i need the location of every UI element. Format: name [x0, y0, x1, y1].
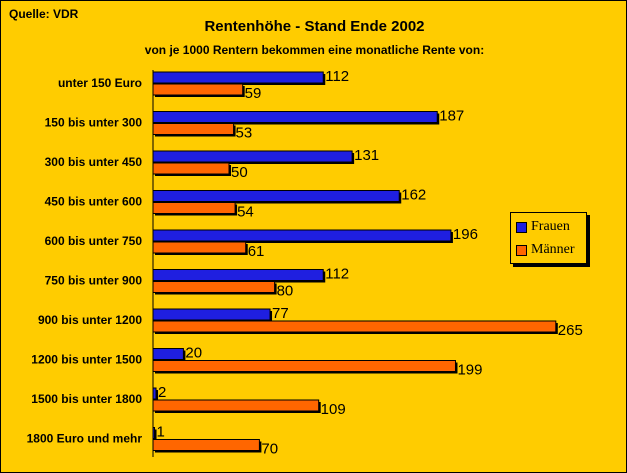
- bar-maenner: [152, 399, 320, 412]
- data-label: 53: [236, 125, 253, 142]
- data-label: 54: [237, 204, 254, 221]
- data-label: 2: [158, 384, 166, 401]
- bar-maenner: [152, 320, 557, 333]
- data-label: 80: [277, 283, 294, 300]
- category-label: 1200 bis unter 1500: [31, 353, 142, 367]
- bar-maenner: [152, 162, 230, 175]
- legend-swatch-maenner: [516, 244, 527, 256]
- bar-frauen: [152, 71, 324, 84]
- data-label: 70: [261, 441, 278, 458]
- category-label: unter 150 Euro: [58, 76, 142, 90]
- category-label: 1500 bis unter 1800: [31, 392, 142, 406]
- bar-maenner: [152, 281, 276, 293]
- bar-maenner: [152, 83, 244, 96]
- data-label: 20: [185, 345, 202, 362]
- category-label: 1800 Euro und mehr: [27, 432, 143, 446]
- bar-shadow: [155, 429, 157, 441]
- data-label: 199: [457, 362, 482, 379]
- legend: Frauen Männer: [510, 212, 587, 264]
- bar-maenner: [152, 360, 456, 372]
- bar-frauen: [152, 229, 452, 242]
- category-label: 300 bis unter 450: [45, 155, 143, 169]
- bar-maenner: [152, 439, 260, 451]
- data-label: 112: [325, 68, 349, 85]
- data-label: 61: [248, 243, 265, 260]
- data-label: 131: [354, 147, 379, 164]
- bar-frauen: [152, 269, 324, 281]
- legend-label-frauen: Frauen: [531, 219, 570, 234]
- data-label: 1: [157, 424, 165, 441]
- data-label: 50: [231, 164, 248, 181]
- data-label: 265: [558, 322, 583, 339]
- data-label: 196: [453, 226, 478, 243]
- source-label: Quelle: VDR: [9, 7, 79, 21]
- chart-subtitle: von je 1000 Rentern bekommen eine monatl…: [144, 43, 485, 57]
- category-label: 750 bis unter 900: [45, 274, 143, 288]
- data-label: 59: [245, 85, 262, 102]
- chart-title: Rentenhöhe - Stand Ende 2002: [204, 18, 425, 35]
- category-label: 150 bis unter 300: [45, 116, 143, 130]
- legend-swatch-frauen: [516, 221, 527, 233]
- bar-frauen: [152, 308, 271, 321]
- bar-frauen: [152, 190, 400, 202]
- data-label: 109: [321, 401, 346, 418]
- bar-maenner: [152, 123, 235, 135]
- bar-frauen: [152, 150, 353, 163]
- category-label: 600 bis unter 750: [45, 234, 143, 248]
- legend-label-maenner: Männer: [531, 242, 575, 257]
- bar-maenner: [152, 202, 236, 214]
- category-label: 450 bis unter 600: [45, 195, 143, 209]
- category-label: 900 bis unter 1200: [38, 313, 142, 327]
- data-label: 187: [439, 108, 464, 125]
- data-label: 162: [401, 187, 426, 204]
- legend-item-frauen: Frauen: [516, 219, 570, 235]
- bar-frauen: [152, 111, 438, 123]
- data-label: 77: [272, 305, 289, 322]
- data-label: 112: [325, 266, 349, 283]
- bar-frauen: [152, 348, 184, 360]
- legend-item-maenner: Männer: [516, 242, 575, 258]
- bar-maenner: [152, 241, 247, 254]
